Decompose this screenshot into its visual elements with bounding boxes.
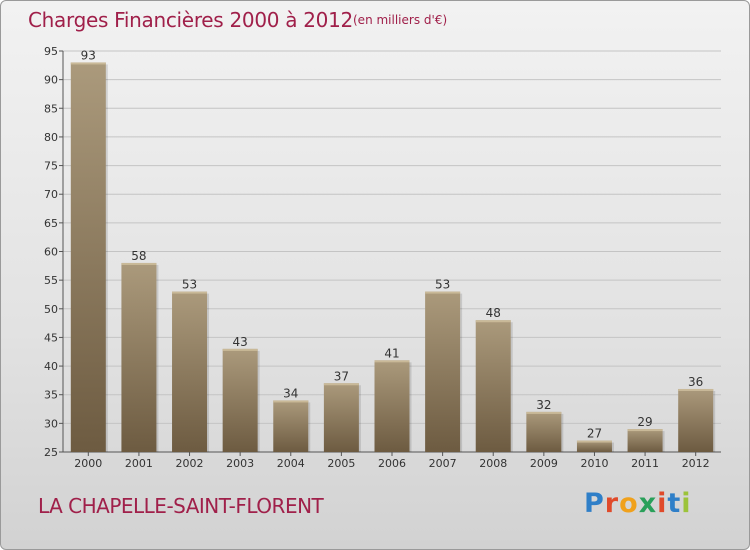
bar (70, 62, 106, 452)
proxiti-logo: Proxiti (584, 488, 692, 519)
data-label: 36 (688, 375, 703, 389)
data-label: 27 (587, 427, 602, 441)
y-tick-label: 80 (44, 131, 58, 144)
bar-highlight (576, 440, 612, 443)
logo-letter: x (638, 488, 658, 519)
bar-highlight (323, 383, 359, 386)
logo-letter: i (681, 488, 692, 519)
bar-highlight (678, 388, 714, 391)
bar (273, 400, 309, 452)
data-label: 93 (81, 48, 96, 62)
y-tick-label: 90 (44, 74, 58, 87)
x-tick-label: 2005 (327, 457, 355, 470)
bar-highlight (121, 262, 157, 265)
y-tick-label: 50 (44, 303, 58, 316)
bar-highlight (273, 400, 309, 403)
y-tick-label: 35 (44, 389, 58, 402)
data-label: 53 (435, 278, 450, 292)
y-tick-label: 40 (44, 360, 58, 373)
data-label: 43 (233, 335, 248, 349)
data-label: 37 (334, 369, 349, 383)
logo-letter: i (657, 488, 668, 519)
data-label: 29 (637, 415, 652, 429)
y-tick-label: 65 (44, 217, 58, 230)
logo-letter: t (667, 488, 682, 519)
x-tick-label: 2006 (378, 457, 406, 470)
bar (121, 262, 157, 452)
bar-highlight (374, 360, 410, 363)
data-label: 41 (384, 346, 399, 360)
bars (70, 62, 716, 452)
bar (374, 360, 410, 452)
y-tick-label: 30 (44, 417, 58, 430)
x-tick-label: 2003 (226, 457, 254, 470)
bar-highlight (172, 291, 208, 294)
x-tick-label: 2010 (580, 457, 608, 470)
logo-letter: P (584, 488, 605, 519)
y-tick-label: 75 (44, 160, 58, 173)
bar (323, 383, 359, 452)
bar-highlight (70, 62, 106, 65)
chart-subtitle: (en milliers d'€) (353, 13, 448, 27)
logo-letter: r (604, 488, 620, 519)
y-tick-label: 85 (44, 102, 58, 115)
y-tick-label: 60 (44, 246, 58, 259)
bar-highlight (475, 320, 511, 323)
data-label: 53 (182, 278, 197, 292)
y-tick-label: 95 (44, 45, 58, 58)
bar (576, 440, 612, 452)
data-label: 32 (536, 398, 551, 412)
x-tick-label: 2009 (530, 457, 558, 470)
x-tick-label: 2007 (429, 457, 457, 470)
bar (172, 291, 208, 452)
y-tick-label: 25 (44, 446, 58, 459)
y-tick-label: 55 (44, 274, 58, 287)
chart-title: Charges Financières 2000 à 2012 (28, 8, 353, 32)
bar-highlight (526, 411, 562, 414)
data-label: 48 (486, 306, 501, 320)
y-tick-label: 45 (44, 331, 58, 344)
commune-name: LA CHAPELLE-SAINT-FLORENT (38, 494, 324, 518)
x-tick-label: 2000 (74, 457, 102, 470)
bar (627, 429, 663, 452)
x-tick-label: 2001 (125, 457, 153, 470)
x-tick-label: 2002 (176, 457, 204, 470)
x-tick-label: 2004 (277, 457, 305, 470)
bar (222, 348, 258, 452)
logo-letter: o (619, 488, 639, 519)
data-label: 34 (283, 386, 298, 400)
x-tick-label: 2011 (631, 457, 659, 470)
bar-highlight (627, 429, 663, 432)
bar (475, 320, 511, 452)
bar-highlight (425, 291, 461, 294)
y-tick-label: 70 (44, 188, 58, 201)
x-tick-label: 2012 (682, 457, 710, 470)
labels: 93 58 53 43 34 37 41 53 48 32 27 29 36 (81, 48, 704, 440)
data-label: 58 (131, 249, 146, 263)
bar (526, 411, 562, 452)
bar (678, 388, 714, 452)
bar (425, 291, 461, 452)
bar-highlight (222, 348, 258, 351)
x-tick-label: 2008 (479, 457, 507, 470)
